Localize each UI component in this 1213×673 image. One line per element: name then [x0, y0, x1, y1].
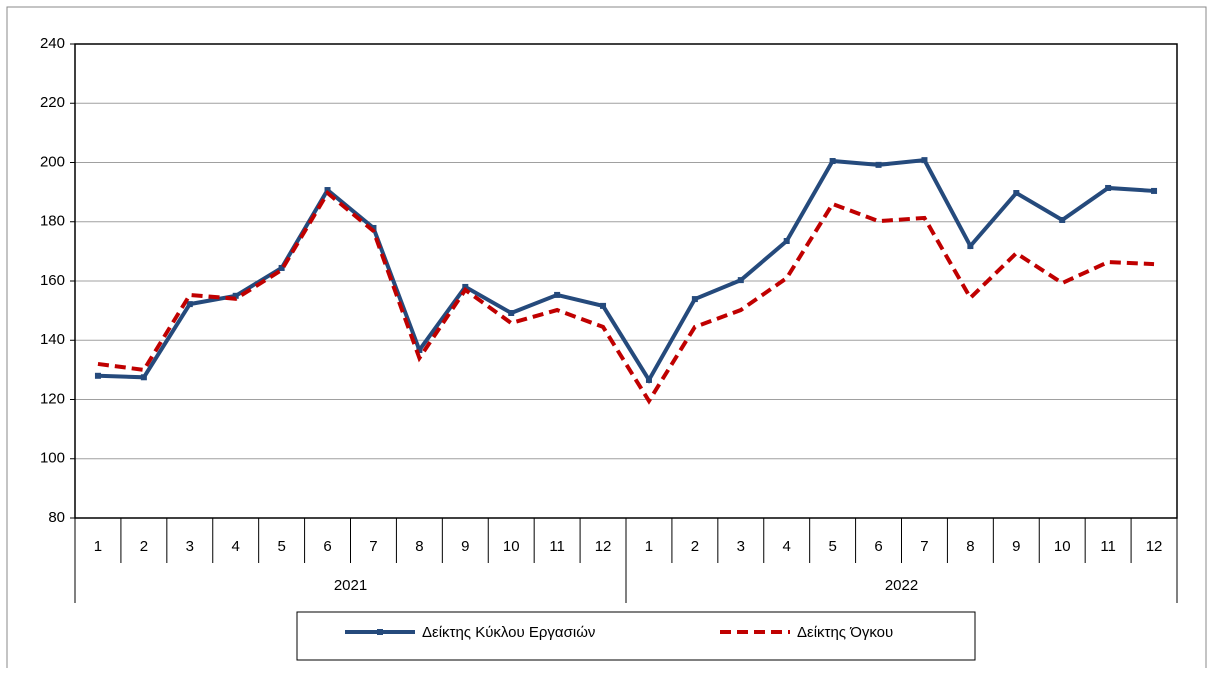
marker: [554, 291, 561, 298]
marker: [462, 283, 469, 290]
x-tick-label: 9: [1012, 538, 1020, 555]
marker: [232, 292, 239, 299]
x-tick-label: 2: [140, 538, 148, 555]
x-tick-label: 6: [874, 538, 882, 555]
y-tick-label: 160: [40, 272, 65, 289]
group-label: 2021: [334, 577, 367, 594]
marker: [1151, 187, 1158, 194]
x-tick-label: 8: [966, 538, 974, 555]
x-tick-label: 8: [415, 538, 423, 555]
marker: [324, 187, 331, 194]
x-tick-label: 1: [645, 538, 653, 555]
x-tick-label: 12: [595, 538, 612, 555]
marker: [1013, 190, 1020, 197]
legend-label: Δείκτης Όγκου: [797, 624, 893, 641]
marker: [967, 243, 974, 250]
x-tick-label: 3: [737, 538, 745, 555]
marker: [1059, 216, 1066, 223]
legend-label: Δείκτης Κύκλου Εργασιών: [422, 624, 595, 641]
marker: [783, 238, 790, 245]
y-tick-label: 100: [40, 450, 65, 467]
x-tick-label: 10: [503, 538, 520, 555]
marker: [278, 264, 285, 271]
group-label: 2022: [885, 577, 918, 594]
marker: [94, 372, 101, 379]
y-tick-label: 120: [40, 390, 65, 407]
x-tick-label: 11: [1100, 538, 1116, 555]
y-tick-label: 220: [40, 94, 65, 111]
x-tick-label: 1: [94, 538, 102, 555]
data-line: [97, 158, 1155, 384]
x-tick-label: 4: [783, 538, 791, 555]
marker: [921, 157, 928, 164]
x-tick-label: 12: [1146, 538, 1163, 555]
marker: [370, 224, 377, 231]
marker: [508, 309, 515, 316]
x-tick-label: 2: [691, 538, 699, 555]
x-tick-label: 4: [232, 538, 240, 555]
legend-marker: [377, 629, 383, 635]
legend-box: [296, 611, 976, 661]
x-tick-label: 6: [323, 538, 331, 555]
marker: [140, 374, 147, 381]
marker: [875, 161, 882, 168]
marker: [829, 158, 836, 165]
marker: [737, 277, 744, 284]
x-tick-label: 9: [461, 538, 469, 555]
y-tick-label: 140: [40, 331, 65, 348]
x-tick-label: 10: [1054, 538, 1071, 555]
y-tick-label: 80: [48, 509, 65, 526]
x-tick-label: 5: [828, 538, 836, 555]
y-tick-label: 180: [40, 213, 65, 230]
x-tick-label: 3: [186, 538, 194, 555]
x-tick-label: 5: [277, 538, 285, 555]
y-tick-label: 200: [40, 153, 65, 170]
frame: [6, 6, 1207, 668]
marker: [691, 296, 698, 303]
x-tick-label: 7: [920, 538, 928, 555]
marker: [416, 347, 423, 354]
marker: [186, 301, 193, 308]
x-tick-label: 11: [549, 538, 565, 555]
x-tick-label: 7: [369, 538, 377, 555]
marker: [645, 376, 652, 383]
marker: [600, 302, 607, 309]
marker: [1105, 184, 1112, 191]
y-tick-label: 240: [40, 35, 65, 52]
data-line: [97, 189, 1155, 405]
